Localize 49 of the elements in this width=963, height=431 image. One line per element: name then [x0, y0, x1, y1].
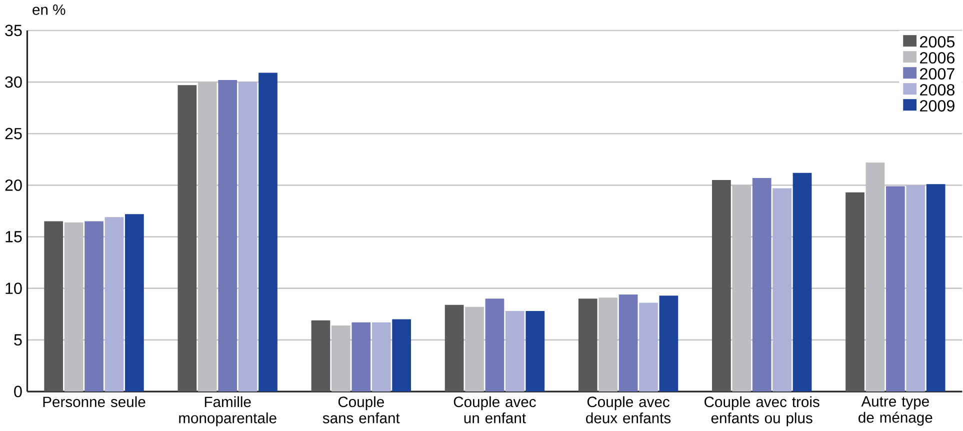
x-tick-label: Couple avec deux enfants [586, 396, 671, 424]
bar [886, 186, 905, 392]
bar [372, 322, 391, 392]
y-tick-label: 25 [5, 128, 22, 140]
bar [752, 178, 772, 392]
bar [712, 180, 731, 392]
y-tick-label: 10 [6, 282, 22, 294]
bar [846, 192, 864, 392]
bar [125, 214, 144, 392]
bar [352, 322, 371, 392]
bar [506, 311, 524, 392]
bar [444, 304, 464, 392]
legend-label: 2006 [920, 52, 954, 64]
y-tick-label: 30 [5, 76, 22, 88]
bar [906, 185, 926, 392]
x-tick-label: Autre type de ménage [858, 396, 932, 426]
bar [84, 221, 104, 392]
bar [104, 217, 124, 392]
bar [659, 296, 678, 392]
bar [258, 72, 278, 392]
legend-label: 2007 [920, 68, 954, 80]
y-tick-label: 5 [14, 334, 22, 346]
x-tick-label: Couple avec trois enfants ou plus [704, 396, 820, 426]
bar [792, 172, 812, 392]
legend-label: 2009 [920, 100, 954, 112]
x-tick-label: Famille monoparentale [179, 396, 276, 426]
x-tick-label: Couple avec un enfant [454, 396, 536, 424]
y-tick-label: 15 [6, 231, 22, 243]
bar [238, 82, 258, 392]
x-tick-label: Couple sans enfant [322, 396, 400, 424]
y-tick-label: 20 [5, 180, 22, 192]
bar [218, 80, 238, 392]
bar [44, 221, 64, 392]
bar [526, 311, 545, 392]
bar [578, 298, 598, 392]
bar [926, 184, 946, 392]
y-axis-title: en % [32, 4, 66, 16]
legend-label: 2008 [920, 84, 954, 96]
bar [639, 302, 658, 392]
bar [178, 85, 197, 392]
bar [311, 320, 330, 392]
y-tick-label: 35 [5, 24, 22, 36]
x-tick-label: Personne seule [43, 396, 146, 408]
legend-label: 2005 [920, 36, 954, 48]
y-tick-label: 0 [14, 386, 22, 398]
bar [485, 298, 504, 392]
bar [392, 319, 411, 392]
bar [618, 294, 638, 392]
bar [772, 188, 792, 392]
